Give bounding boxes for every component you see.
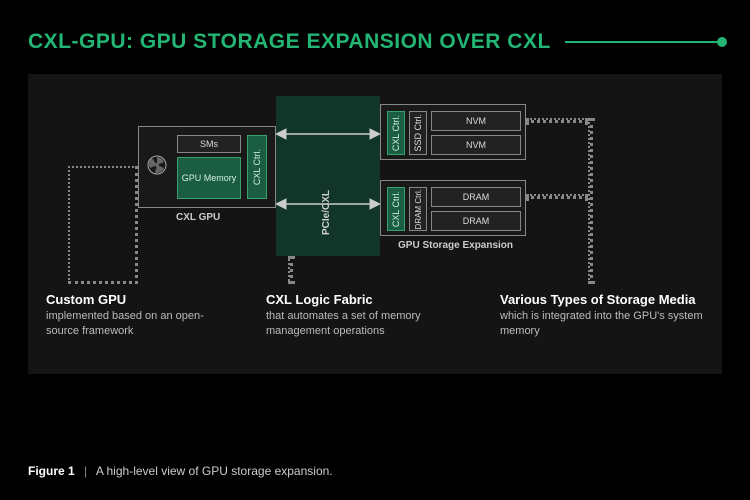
gpu-memory-block: GPU Memory xyxy=(177,157,241,199)
gpu-cxl-ctrl: CXL Ctrl. xyxy=(247,135,267,199)
figure-text: A high-level view of GPU storage expansi… xyxy=(96,464,333,478)
cxl-gpu-box: SMs GPU Memory CXL Ctrl. xyxy=(138,126,276,208)
diagram-panel: SMs GPU Memory CXL Ctrl. CXL GPU PCIe/CX… xyxy=(28,74,722,374)
cxl-gpu-label: CXL GPU xyxy=(176,212,220,224)
figure-number: Figure 1 xyxy=(28,464,75,478)
figure-caption: Figure 1 | A high-level view of GPU stor… xyxy=(28,464,333,478)
exp-top-media-0: NVM xyxy=(431,111,521,131)
desc-right-title: Various Types of Storage Media xyxy=(500,292,710,307)
desc-left-title: Custom GPU xyxy=(46,292,236,307)
title-rule xyxy=(565,41,722,43)
dotted-left xyxy=(68,166,138,284)
dotted-right-vert xyxy=(588,118,593,284)
desc-middle-text: that automates a set of memory managemen… xyxy=(266,309,476,339)
exp-bot-media-0: DRAM xyxy=(431,187,521,207)
expansion-label: GPU Storage Expansion xyxy=(398,240,513,252)
arrow-to-bottom xyxy=(276,194,380,214)
desc-right-text: which is integrated into the GPU's syste… xyxy=(500,309,710,339)
dotted-right-h2 xyxy=(526,194,588,199)
exp-bot-dram-ctrl: DRAM Ctrl. xyxy=(409,187,427,231)
desc-middle: CXL Logic Fabric that automates a set of… xyxy=(266,292,476,339)
expander-bottom: CXL Ctrl. DRAM Ctrl. DRAM DRAM xyxy=(380,180,526,236)
desc-middle-title: CXL Logic Fabric xyxy=(266,292,476,307)
exp-bot-cxl-ctrl: CXL Ctrl. xyxy=(387,187,405,231)
arrow-to-top xyxy=(276,124,380,144)
desc-left: Custom GPU implemented based on an open-… xyxy=(46,292,236,339)
dotted-right-h1 xyxy=(526,118,588,123)
exp-top-media-1: NVM xyxy=(431,135,521,155)
exp-top-cxl-ctrl: CXL Ctrl. xyxy=(387,111,405,155)
page-title: CXL-GPU: GPU STORAGE EXPANSION OVER CXL xyxy=(28,30,551,54)
exp-top-ssd-ctrl: SSD Ctrl. xyxy=(409,111,427,155)
sms-block: SMs xyxy=(177,135,241,153)
dotted-middle xyxy=(288,256,293,284)
title-bar: CXL-GPU: GPU STORAGE EXPANSION OVER CXL xyxy=(0,0,750,60)
fan-icon xyxy=(147,155,167,175)
desc-left-text: implemented based on an open-source fram… xyxy=(46,309,236,339)
expander-top: CXL Ctrl. SSD Ctrl. NVM NVM xyxy=(380,104,526,160)
desc-right: Various Types of Storage Media which is … xyxy=(500,292,710,339)
exp-bot-media-1: DRAM xyxy=(431,211,521,231)
